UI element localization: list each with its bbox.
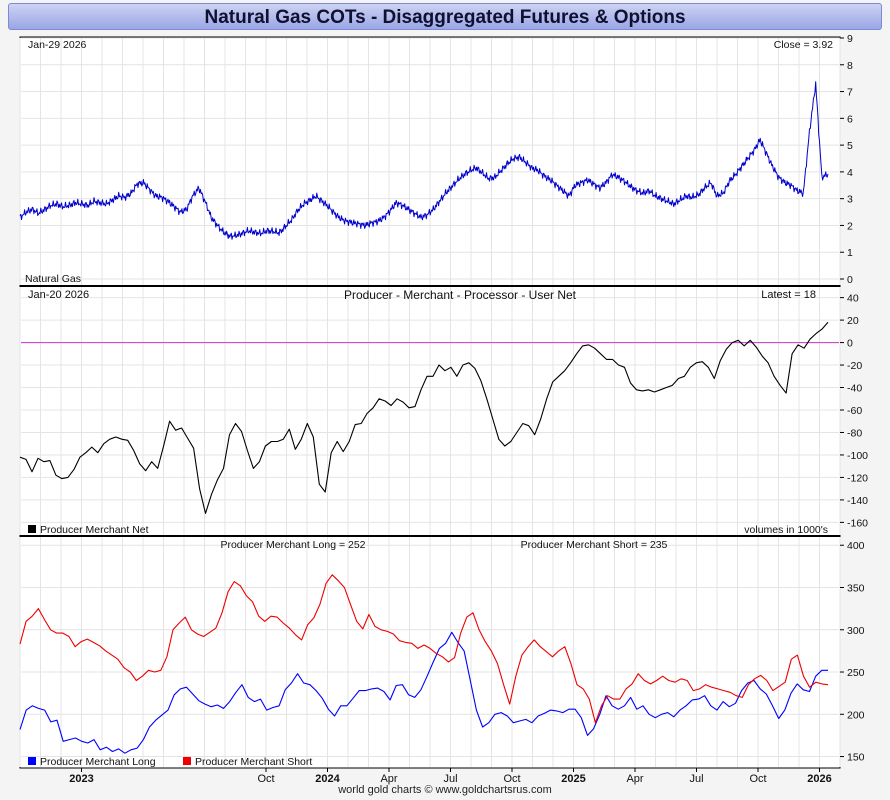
y-tick-label: 2 (847, 220, 853, 232)
x-tick-label: Oct (749, 773, 766, 785)
y-tick-label: 0 (847, 274, 853, 286)
y-tick-label: -60 (847, 405, 862, 417)
y-tick-label: 4 (847, 167, 853, 179)
gridlines (19, 37, 844, 767)
panel3-legend-long: Producer Merchant Long (40, 756, 156, 768)
panel3-legend-short: Producer Merchant Short (195, 756, 312, 768)
natural-gas-price-line (19, 81, 829, 240)
y-tick-label: 400 (847, 540, 865, 552)
y-tick-label: -160 (847, 517, 868, 529)
labels-group: 012345678940200-20-40-60-80-100-120-140-… (25, 33, 868, 785)
x-tick-label: 2025 (561, 773, 585, 785)
x-tick-label: Apr (380, 773, 397, 785)
x-tick-label: Jul (443, 773, 457, 785)
series-group (19, 81, 829, 754)
y-tick-label: 300 (847, 625, 865, 637)
producer-merchant-net-line (19, 321, 829, 514)
y-tick-label: 7 (847, 87, 853, 99)
x-tick-label: 2024 (315, 773, 340, 785)
panel2-units-label: volumes in 1000's (744, 524, 828, 536)
chart-title-bar: Natural Gas COTs - Disaggregated Futures… (8, 3, 882, 30)
y-tick-label: 20 (847, 315, 859, 327)
panel2-title: Producer - Merchant - Processor - User N… (344, 288, 577, 302)
legend-swatch-long (28, 757, 36, 765)
y-tick-label: -80 (847, 427, 862, 439)
x-tick-label: Oct (257, 773, 274, 785)
x-tick-label: 2023 (69, 773, 93, 785)
y-tick-label: 6 (847, 113, 853, 125)
y-tick-label: 250 (847, 667, 865, 679)
y-tick-label: 8 (847, 60, 853, 72)
producer-merchant-short-line (19, 574, 829, 724)
y-tick-label: 1 (847, 247, 853, 259)
y-tick-label: -140 (847, 495, 868, 507)
x-tick-label: Apr (626, 773, 643, 785)
y-tick-label: 150 (847, 752, 865, 764)
y-tick-label: -100 (847, 450, 868, 462)
y-tick-label: 0 (847, 338, 853, 350)
y-tick-label: -120 (847, 472, 868, 484)
panel2-legend-label: Producer Merchant Net (40, 524, 149, 536)
panel1-close-label: Close = 3.92 (774, 39, 833, 51)
y-tick-label: -40 (847, 383, 862, 395)
panel2-latest-label: Latest = 18 (761, 289, 816, 301)
panel3-short-label: Producer Merchant Short = 235 (521, 539, 668, 551)
y-tick-label: 40 (847, 293, 859, 305)
page-title: Natural Gas COTs - Disaggregated Futures… (204, 7, 686, 28)
producer-merchant-long-line (19, 631, 828, 754)
y-tick-label: 9 (847, 33, 853, 45)
panel1-date-label: Jan-29 2026 (28, 39, 87, 51)
x-tick-label: 2026 (807, 773, 831, 785)
y-tick-label: 200 (847, 709, 865, 721)
panel2-date-label: Jan-20 2026 (28, 289, 89, 301)
y-tick-label: -20 (847, 360, 862, 372)
panel3-long-label: Producer Merchant Long = 252 (220, 539, 365, 551)
x-tick-label: Oct (503, 773, 520, 785)
panel1-series-name: Natural Gas (25, 273, 81, 285)
y-tick-label: 3 (847, 194, 853, 206)
footer-credit: world gold charts © www.goldchartsrus.co… (338, 784, 552, 796)
legend-swatch-short (183, 757, 191, 765)
x-tick-label: Jul (689, 773, 703, 785)
legend-swatch-net (28, 525, 36, 533)
y-tick-label: 350 (847, 582, 865, 594)
y-tick-label: 5 (847, 140, 853, 152)
